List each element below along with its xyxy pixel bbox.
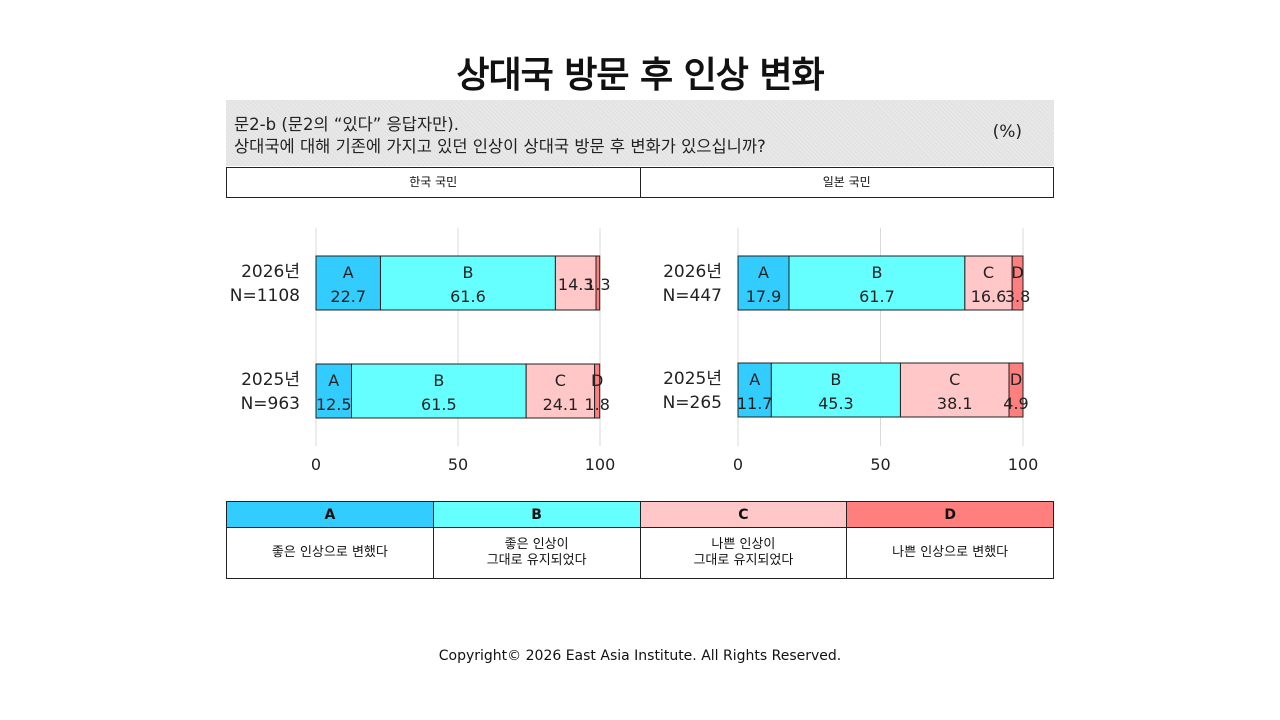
- bar-segment: [594, 363, 601, 419]
- segment-key-label: D: [1010, 370, 1022, 389]
- data-label: 16.6: [971, 287, 1007, 306]
- bar-segment: [737, 255, 790, 311]
- segment-key-label: A: [749, 370, 760, 389]
- data-label: 1.3: [585, 275, 610, 294]
- segment-key-label: A: [328, 371, 339, 390]
- segment-key-label: D: [591, 371, 603, 390]
- x-tick-label: 0: [311, 455, 321, 474]
- bar-segment: [770, 362, 901, 418]
- panel-header-japan: 일본 국민: [639, 168, 1054, 197]
- legend-key-d: D: [846, 501, 1054, 528]
- question-box: 문2-b (문2의 “있다” 응답자만). 상대국에 대해 기존에 가지고 있던…: [226, 100, 1054, 166]
- data-label: 61.5: [421, 395, 457, 414]
- data-label: 4.9: [1003, 394, 1028, 413]
- data-label: 38.1: [937, 394, 973, 413]
- bar-segment: [379, 255, 556, 311]
- bar-segment: [315, 255, 381, 311]
- segment-key-label: B: [871, 263, 882, 282]
- category-label: 2025년: [663, 369, 722, 389]
- x-tick-label: 0: [733, 455, 743, 474]
- bar-segment: [1011, 255, 1024, 311]
- bar-segment: [595, 255, 601, 311]
- x-tick-label: 50: [870, 455, 890, 474]
- x-tick-label: 50: [448, 455, 468, 474]
- segment-key-label: C: [949, 370, 960, 389]
- category-label: 2026년: [663, 262, 722, 282]
- x-tick-label: 100: [585, 455, 616, 474]
- data-label: 24.1: [543, 395, 579, 414]
- data-label: 61.7: [859, 287, 895, 306]
- segment-key-label: C: [983, 263, 994, 282]
- bar-segment: [315, 363, 352, 419]
- category-label: N=1108: [230, 286, 300, 306]
- data-label: 14.3: [558, 275, 594, 294]
- segment-key-label: C: [555, 371, 566, 390]
- copyright: Copyright© 2026 East Asia Institute. All…: [438, 648, 842, 664]
- category-label: N=963: [241, 394, 300, 414]
- x-tick-label: 100: [1008, 455, 1039, 474]
- segment-key-label: B: [830, 370, 841, 389]
- segment-key-label: A: [758, 263, 769, 282]
- segment-key-label: A: [343, 263, 354, 282]
- bar-segment: [788, 255, 966, 311]
- stacked-bar-chart: 0 50 100 2026년 N=1108 A 22.7 B 61.6 14.31.3 2025년 N…: [230, 228, 1039, 474]
- category-label: N=265: [663, 393, 722, 413]
- data-label: 61.6: [450, 287, 486, 306]
- bar-segment: [899, 362, 1010, 418]
- segment-key-label: D: [1011, 263, 1023, 282]
- segment-key-label: B: [433, 371, 444, 390]
- legend-table: A B C D 좋은 인상으로 변했다 좋은 인상이 그대로 유지되었다 나쁜 인…: [226, 501, 1054, 579]
- segment-key-label: B: [462, 263, 473, 282]
- legend-key-c: C: [639, 501, 848, 528]
- category-label: 2026년: [241, 262, 300, 282]
- data-label: 1.8: [584, 395, 609, 414]
- category-label: N=447: [663, 286, 722, 306]
- legend-desc-d: 나쁜 인상으로 변했다: [846, 527, 1054, 579]
- panel-header-korea: 한국 국민: [409, 175, 458, 189]
- data-label: 22.7: [330, 287, 366, 306]
- legend-desc-b: 좋은 인상이 그대로 유지되었다: [432, 527, 641, 579]
- category-label: 2025년: [241, 370, 300, 390]
- legend-desc-a: 좋은 인상으로 변했다: [226, 527, 434, 579]
- bar-segment: [737, 362, 772, 418]
- bar-segment: [351, 363, 527, 419]
- data-label: 12.5: [316, 395, 352, 414]
- data-label: 45.3: [818, 394, 854, 413]
- data-label: 3.8: [1005, 287, 1030, 306]
- legend-key-b: B: [432, 501, 641, 528]
- data-label: 17.9: [746, 287, 782, 306]
- legend-desc-c: 나쁜 인상이 그대로 유지되었다: [639, 527, 848, 579]
- unit-label: (%): [992, 122, 1022, 142]
- page-title: 상대국 방문 후 인상 변화: [456, 55, 824, 96]
- data-label: 11.7: [737, 394, 773, 413]
- bar-segment: [1008, 362, 1024, 418]
- question-code: 문2-b (문2의 “있다” 응답자만).: [234, 115, 459, 134]
- bar-segment: [554, 255, 597, 311]
- legend-key-a: A: [226, 501, 434, 528]
- panel-headers: 한국 국민 일본 국민: [226, 167, 1054, 198]
- question-text: 상대국에 대해 기존에 가지고 있던 인상이 상대국 방문 후 변화가 있으십니…: [234, 137, 766, 156]
